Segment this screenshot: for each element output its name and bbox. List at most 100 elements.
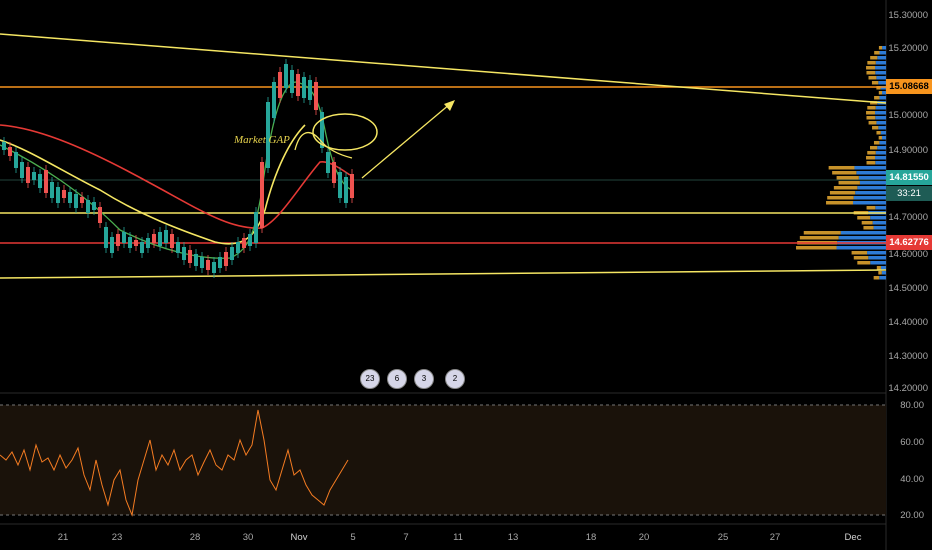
volume-bar-up — [875, 111, 886, 115]
rsi-band — [0, 405, 886, 515]
candle-body — [230, 247, 234, 260]
volume-bar-down — [866, 206, 876, 210]
date-tick: Dec — [844, 532, 862, 543]
volume-bar-up — [859, 181, 886, 185]
volume-bar-up — [876, 76, 886, 80]
slow-moving-average — [0, 124, 351, 229]
candle-body — [308, 80, 312, 100]
price-tick: 15.30000 — [888, 10, 928, 21]
resistance-price-tag: 15.08668 — [886, 79, 932, 94]
volume-bar-up — [867, 251, 886, 255]
volume-bar-up — [879, 96, 886, 100]
price-tick: 14.60000 — [888, 249, 928, 260]
volume-bar-up — [881, 271, 886, 275]
candle-body — [332, 162, 336, 183]
date-tick: 18 — [585, 532, 597, 543]
date-tick: 23 — [111, 532, 123, 543]
volume-bar-up — [879, 141, 886, 145]
candle-body — [260, 162, 264, 228]
volume-bar-up — [879, 276, 886, 280]
volume-bar-down — [866, 156, 876, 160]
volume-bar-down — [827, 196, 854, 200]
volume-bar-up — [840, 231, 886, 235]
volume-bar-down — [853, 256, 869, 260]
candle-body — [182, 247, 186, 260]
date-tick: Nov — [290, 532, 308, 543]
rsi-tick: 60.00 — [900, 437, 924, 448]
rsi-tick: 40.00 — [900, 474, 924, 485]
candle-body — [272, 82, 276, 118]
volume-bar-down — [871, 81, 879, 85]
candle-body — [350, 174, 354, 198]
volume-bar-down — [878, 46, 883, 50]
volume-bar-down — [799, 236, 839, 240]
economic-event-badge[interactable]: 3 — [414, 369, 434, 389]
volume-bar-down — [803, 231, 841, 235]
volume-bar-up — [878, 126, 886, 130]
candle-body — [338, 172, 342, 198]
volume-bar-down — [878, 136, 882, 140]
volume-bar-down — [868, 76, 877, 80]
lower-trendline[interactable] — [0, 269, 887, 279]
candle-body — [188, 250, 192, 263]
volume-bar-down — [833, 186, 858, 190]
projection-arrow[interactable] — [361, 103, 451, 179]
candle-body — [164, 230, 168, 243]
arrow-head — [444, 100, 455, 111]
volume-bar-down — [836, 176, 859, 180]
candle-body — [20, 162, 24, 178]
economic-event-badge[interactable]: 2 — [445, 369, 465, 389]
volume-bar-up — [881, 136, 886, 140]
candle-body — [140, 242, 144, 253]
volume-bar-up — [879, 51, 886, 55]
economic-event-badge[interactable]: 6 — [387, 369, 407, 389]
price-tick: 14.90000 — [888, 145, 928, 156]
gap-curve[interactable] — [294, 131, 353, 159]
date-tick: 20 — [638, 532, 650, 543]
volume-bar-up — [855, 191, 886, 195]
volume-bar-up — [870, 216, 886, 220]
volume-bar-up — [877, 56, 886, 60]
candle-body — [284, 64, 288, 88]
volume-bar-down — [828, 166, 855, 170]
volume-bar-up — [857, 186, 886, 190]
volume-bar-up — [868, 256, 886, 260]
date-tick: 27 — [769, 532, 781, 543]
candle-body — [8, 147, 12, 156]
volume-bar-down — [866, 71, 876, 75]
candle-body — [98, 207, 102, 223]
volume-bar-up — [878, 81, 886, 85]
volume-bar-up — [856, 171, 886, 175]
candle-body — [266, 102, 270, 168]
candle-body — [86, 200, 90, 213]
candle-body — [116, 234, 120, 246]
volume-bar-down — [867, 151, 876, 155]
date-tick: 11 — [453, 532, 463, 543]
volume-bar-up — [875, 66, 886, 70]
highlight-ellipse[interactable] — [312, 113, 378, 151]
volume-bar-down — [832, 171, 857, 175]
volume-bar-up — [880, 266, 886, 270]
price-tick: 14.50000 — [888, 283, 928, 294]
candle-body — [218, 257, 222, 268]
volume-bar-up — [875, 116, 886, 120]
candle-body — [152, 234, 156, 243]
upper-trendline[interactable] — [0, 33, 887, 104]
volume-bar-down — [866, 161, 876, 165]
volume-bar-up — [858, 176, 886, 180]
candle-body — [56, 187, 60, 203]
volume-bar-up — [854, 166, 886, 170]
candle-body — [314, 82, 318, 110]
market-gap-label[interactable]: Market GAP — [234, 134, 290, 146]
candle-body — [242, 238, 246, 248]
current-price-tag: 14.81550 — [886, 170, 932, 185]
candle-body — [44, 170, 48, 193]
economic-event-badge[interactable]: 23 — [360, 369, 380, 389]
candle-body — [110, 237, 114, 253]
candle-body — [32, 172, 36, 180]
candle-body — [290, 70, 294, 93]
candle-body — [74, 194, 78, 208]
candle-body — [320, 112, 324, 148]
price-tick: 14.20000 — [888, 383, 928, 394]
